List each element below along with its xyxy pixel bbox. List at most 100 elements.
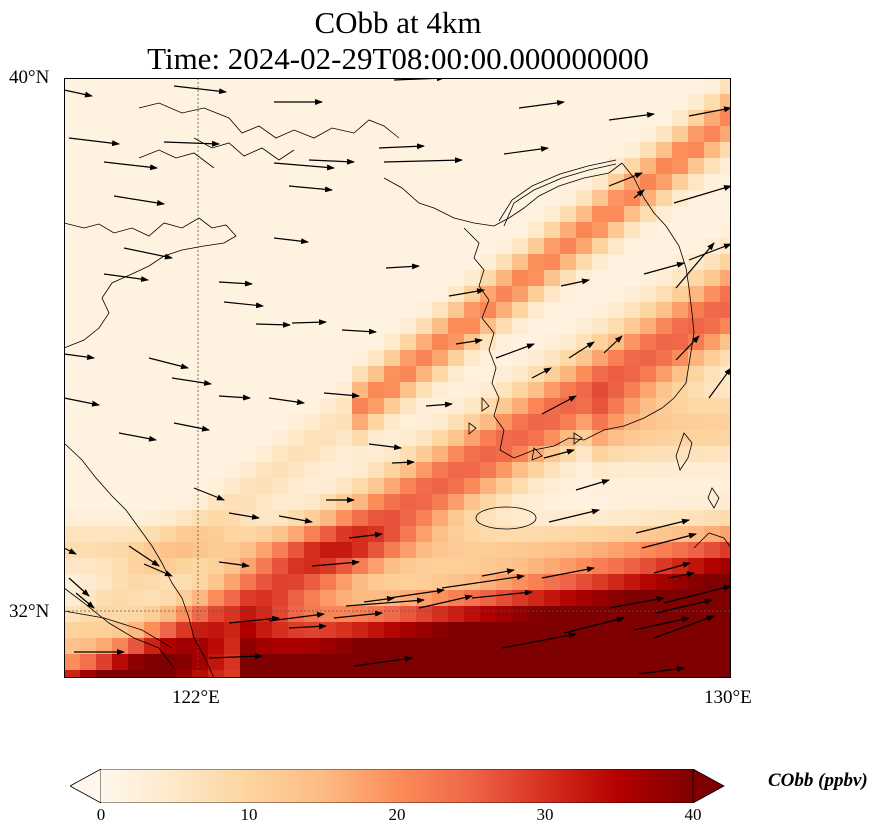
wind-vector-arrow xyxy=(481,568,515,577)
wind-vector-arrow xyxy=(543,448,575,459)
wind-vector-arrow xyxy=(471,589,533,599)
wind-vector-arrow xyxy=(641,532,697,549)
colorbar-extend-low xyxy=(70,769,102,803)
colorbar-label: CObb (ppbv) xyxy=(768,770,868,791)
wind-vector-arrow xyxy=(667,571,695,579)
wind-vector-arrow xyxy=(118,432,157,442)
wind-vector-arrow xyxy=(388,588,445,599)
wind-vector-arrow xyxy=(418,594,473,609)
wind-vector-arrow xyxy=(708,367,731,399)
wind-vector-arrow xyxy=(653,615,715,639)
lon-tick-label-122: 122°E xyxy=(172,687,220,708)
wind-vector-arrow xyxy=(171,377,212,386)
lon-tick-label-130: 130°E xyxy=(704,687,752,708)
wind-vector-arrow xyxy=(568,341,595,359)
wind-vector-arrow xyxy=(128,545,160,567)
gridline-layer xyxy=(64,78,731,678)
map-title: CObb at 4km xyxy=(314,5,482,40)
wind-vector-arrow xyxy=(291,319,327,326)
wind-vector-arrow xyxy=(68,137,120,147)
lat-tick-label-32: 32°N xyxy=(9,601,50,622)
wind-vector-arrow xyxy=(345,597,425,607)
wind-vector-arrow xyxy=(143,563,173,577)
wind-vector-arrow xyxy=(103,273,149,283)
wind-vector-arrow xyxy=(368,443,402,451)
wind-vector-arrow xyxy=(425,401,453,408)
colorbar-tick-40: 40 xyxy=(684,805,702,824)
wind-vector-arrow xyxy=(638,665,685,675)
wind-vector-arrow xyxy=(348,531,383,539)
wind-vector-arrow xyxy=(378,143,425,150)
wind-vector-arrow xyxy=(273,162,335,171)
colorbar-tick-0: 0 xyxy=(96,805,106,824)
wind-vector-arrow xyxy=(278,515,313,524)
wind-vector-arrow xyxy=(653,561,691,574)
wind-vector-arrow xyxy=(548,508,600,523)
wind-vector-arrow xyxy=(208,653,263,660)
wind-vector-arrow xyxy=(288,185,333,193)
wind-vector-arrow xyxy=(193,487,225,501)
wind-vector-arrow xyxy=(441,574,525,589)
wind-vector-arrow xyxy=(228,512,260,520)
wind-vector-arrow xyxy=(501,632,577,649)
wind-vector-arrow xyxy=(218,280,253,287)
wind-vector-arrow xyxy=(173,422,210,432)
wind-vector-arrow xyxy=(255,321,291,328)
wind-vector-arrow xyxy=(268,611,325,622)
map-plot-area[interactable] xyxy=(64,78,731,678)
wind-vector-arrow xyxy=(541,566,595,579)
wind-vector-arrow xyxy=(75,592,95,609)
wind-vector-arrow xyxy=(333,610,383,619)
wind-vector-arrow xyxy=(541,395,577,415)
wind-vector-arrow xyxy=(123,247,173,260)
colorbar xyxy=(70,769,725,803)
wind-vector-arrow xyxy=(64,89,93,98)
wind-vector-arrow xyxy=(688,243,731,261)
wind-vector-arrow xyxy=(391,459,415,466)
wind-vector-arrow xyxy=(103,161,158,171)
wind-vector-arrow xyxy=(603,335,623,354)
wind-vector-arrow xyxy=(455,338,483,345)
wind-vector-arrow xyxy=(218,394,251,401)
colorbar-tick-10: 10 xyxy=(240,805,258,824)
colorbar-tick-20: 20 xyxy=(388,805,406,824)
wind-vector-arrow xyxy=(563,616,625,634)
wind-vector-arrow xyxy=(64,547,77,555)
wind-vector-arrow xyxy=(288,623,327,630)
map-time-subtitle: Time: 2024-02-29T08:00:00.000000000 xyxy=(147,41,649,76)
wind-vector-arrow xyxy=(363,595,395,603)
wind-vector-arrow xyxy=(560,278,590,287)
wind-vector-arrow xyxy=(308,158,355,165)
wind-vector-arrow xyxy=(663,584,731,604)
wind-vector-arrow xyxy=(633,189,645,199)
wind-vector-arrow xyxy=(273,237,309,245)
colorbar-gradient xyxy=(101,769,693,803)
wind-vector-arrow xyxy=(503,145,549,155)
wind-vector-arrow xyxy=(163,140,220,147)
wind-vector-arrow xyxy=(608,596,665,609)
wind-vector-arrow xyxy=(673,185,731,204)
wind-vector-arrow xyxy=(655,598,713,614)
wind-vector-arrow xyxy=(531,367,552,379)
lat-tick-label-40: 40°N xyxy=(9,67,50,88)
wind-vector-arrow xyxy=(688,106,731,117)
map-frame xyxy=(64,78,731,678)
wind-vector-arrow xyxy=(353,655,413,667)
wind-vector-layer xyxy=(64,78,731,675)
colorbar-tick-30: 30 xyxy=(536,805,554,824)
wind-vector-arrow xyxy=(518,99,565,109)
wind-vector-arrow xyxy=(633,616,690,631)
wind-vector-arrow xyxy=(223,301,264,309)
wind-vector-arrow xyxy=(675,335,700,361)
wind-vector-arrow xyxy=(228,615,280,624)
wind-vector-arrow xyxy=(575,479,610,491)
wind-vector-arrow xyxy=(675,242,715,289)
coastline-layer xyxy=(64,102,731,678)
wind-vector-arrow xyxy=(148,357,189,370)
wind-vector-arrow xyxy=(311,559,360,567)
colorbar-extend-high xyxy=(692,769,725,803)
wind-vector-arrow xyxy=(383,157,463,164)
wind-vector-arrow xyxy=(643,261,685,275)
wind-vector-arrow xyxy=(64,353,95,361)
wind-vector-arrow xyxy=(268,397,305,405)
